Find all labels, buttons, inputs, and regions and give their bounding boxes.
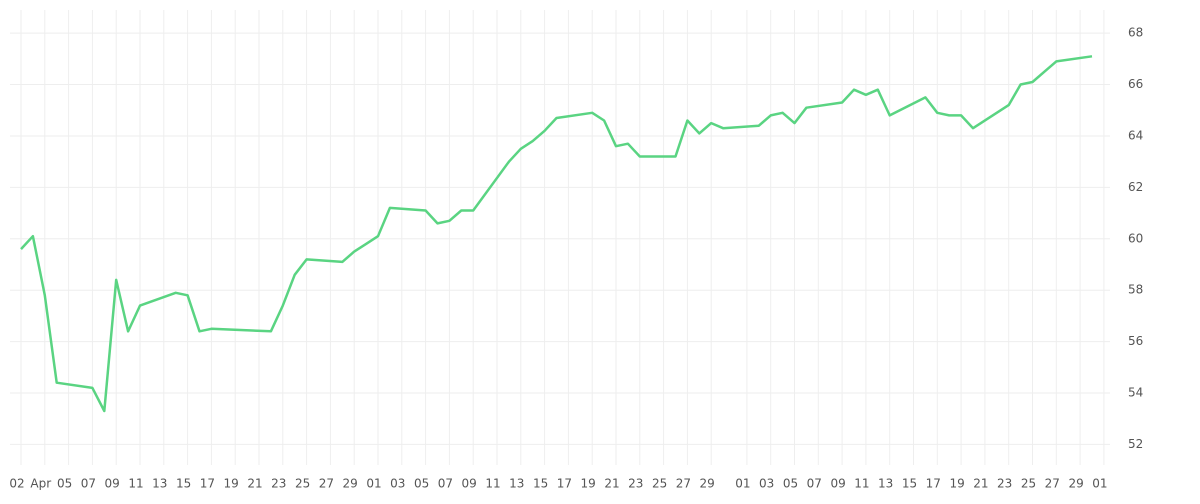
x-tick-label: 07 bbox=[438, 477, 453, 491]
x-tick-label: 25 bbox=[295, 477, 310, 491]
x-tick-label: 29 bbox=[343, 477, 358, 491]
x-tick-label: 13 bbox=[878, 477, 893, 491]
x-tick-label: 17 bbox=[926, 477, 941, 491]
x-tick-label: 17 bbox=[557, 477, 572, 491]
x-tick-label: 11 bbox=[128, 477, 143, 491]
y-tick-label: 52 bbox=[1128, 437, 1143, 451]
x-tick-label: 21 bbox=[973, 477, 988, 491]
x-tick-label: 23 bbox=[271, 477, 286, 491]
x-tick-label: 02 bbox=[9, 477, 24, 491]
data-line bbox=[20, 55, 1093, 413]
x-tick-label: 15 bbox=[533, 477, 548, 491]
x-tick-label: 01 bbox=[366, 477, 381, 491]
x-tick-label: 09 bbox=[105, 477, 120, 491]
x-tick-label: 19 bbox=[581, 477, 596, 491]
x-tick-label: 09 bbox=[462, 477, 477, 491]
x-tick-label: 13 bbox=[152, 477, 167, 491]
x-tick-label: 05 bbox=[783, 477, 798, 491]
x-tick-label: 05 bbox=[57, 477, 72, 491]
y-tick-label: 54 bbox=[1128, 386, 1143, 400]
y-tick-label: 66 bbox=[1128, 77, 1143, 91]
x-tick-label: 07 bbox=[807, 477, 822, 491]
x-tick-label: 09 bbox=[830, 477, 845, 491]
x-tick-label: 25 bbox=[1021, 477, 1036, 491]
x-tick-label: 27 bbox=[319, 477, 334, 491]
x-tick-label: 01 bbox=[1092, 477, 1107, 491]
x-tick-label: 03 bbox=[759, 477, 774, 491]
x-tick-label: 03 bbox=[390, 477, 405, 491]
x-tick-label: Apr bbox=[30, 477, 51, 491]
x-tick-label: 19 bbox=[224, 477, 239, 491]
x-tick-label: 21 bbox=[604, 477, 619, 491]
x-tick-label: 11 bbox=[854, 477, 869, 491]
x-tick-label: 29 bbox=[700, 477, 715, 491]
x-tick-label: 01 bbox=[735, 477, 750, 491]
x-tick-label: 13 bbox=[509, 477, 524, 491]
y-tick-label: 64 bbox=[1128, 128, 1143, 142]
x-tick-label: 29 bbox=[1068, 477, 1083, 491]
x-tick-label: 23 bbox=[997, 477, 1012, 491]
x-tick-label: 23 bbox=[628, 477, 643, 491]
x-tick-label: 19 bbox=[949, 477, 964, 491]
x-tick-label: 11 bbox=[485, 477, 500, 491]
y-tick-label: 60 bbox=[1128, 231, 1143, 245]
x-tick-label: 07 bbox=[81, 477, 96, 491]
y-tick-label: 68 bbox=[1128, 26, 1143, 40]
x-tick-label: 25 bbox=[652, 477, 667, 491]
x-tick-label: 15 bbox=[902, 477, 917, 491]
x-tick-label: 27 bbox=[1045, 477, 1060, 491]
y-tick-label: 56 bbox=[1128, 334, 1143, 348]
y-tick-label: 58 bbox=[1128, 283, 1143, 297]
x-tick-label: 21 bbox=[247, 477, 262, 491]
y-tick-label: 62 bbox=[1128, 180, 1143, 194]
x-tick-label: 27 bbox=[676, 477, 691, 491]
x-tick-label: 05 bbox=[414, 477, 429, 491]
x-tick-label: 15 bbox=[176, 477, 191, 491]
x-tick-label: 17 bbox=[200, 477, 215, 491]
